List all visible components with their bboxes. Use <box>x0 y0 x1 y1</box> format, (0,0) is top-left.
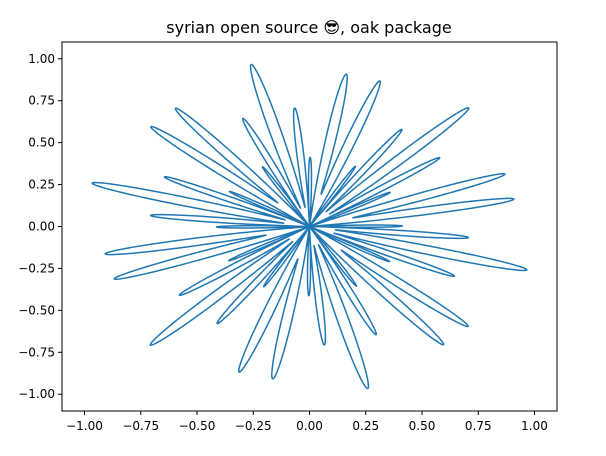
plot-area <box>91 63 528 390</box>
x-tick-label: 1.00 <box>521 419 548 433</box>
y-tick-label: −1.00 <box>18 387 55 401</box>
y-tick-label: 1.00 <box>28 52 55 66</box>
axis-ticks: −1.00 −0.75 −0.50 −0.25 0.00 0.25 0.50 0.75 1.00… <box>18 52 548 433</box>
series-line-0 <box>91 63 528 390</box>
y-tick-label: 0.00 <box>28 220 55 234</box>
chart-title: syrian open source 😎, oak package <box>166 18 451 37</box>
y-tick-label: −0.75 <box>18 345 55 359</box>
x-tick-label: −1.00 <box>66 419 103 433</box>
y-tick-label: 0.25 <box>28 178 55 192</box>
x-tick-label: 0.25 <box>352 419 379 433</box>
x-tick-label: −0.75 <box>122 419 159 433</box>
x-tick-label: 0.75 <box>465 419 492 433</box>
y-tick-label: −0.25 <box>18 261 55 275</box>
axes-frame <box>61 41 558 412</box>
x-tick-label: 0.00 <box>296 419 323 433</box>
x-tick-label: −0.50 <box>179 419 216 433</box>
y-tick-label: 0.50 <box>28 136 55 150</box>
x-tick-label: 0.50 <box>409 419 436 433</box>
y-tick-label: −0.50 <box>18 303 55 317</box>
x-tick-label: −0.25 <box>235 419 272 433</box>
y-tick-label: 0.75 <box>28 94 55 108</box>
